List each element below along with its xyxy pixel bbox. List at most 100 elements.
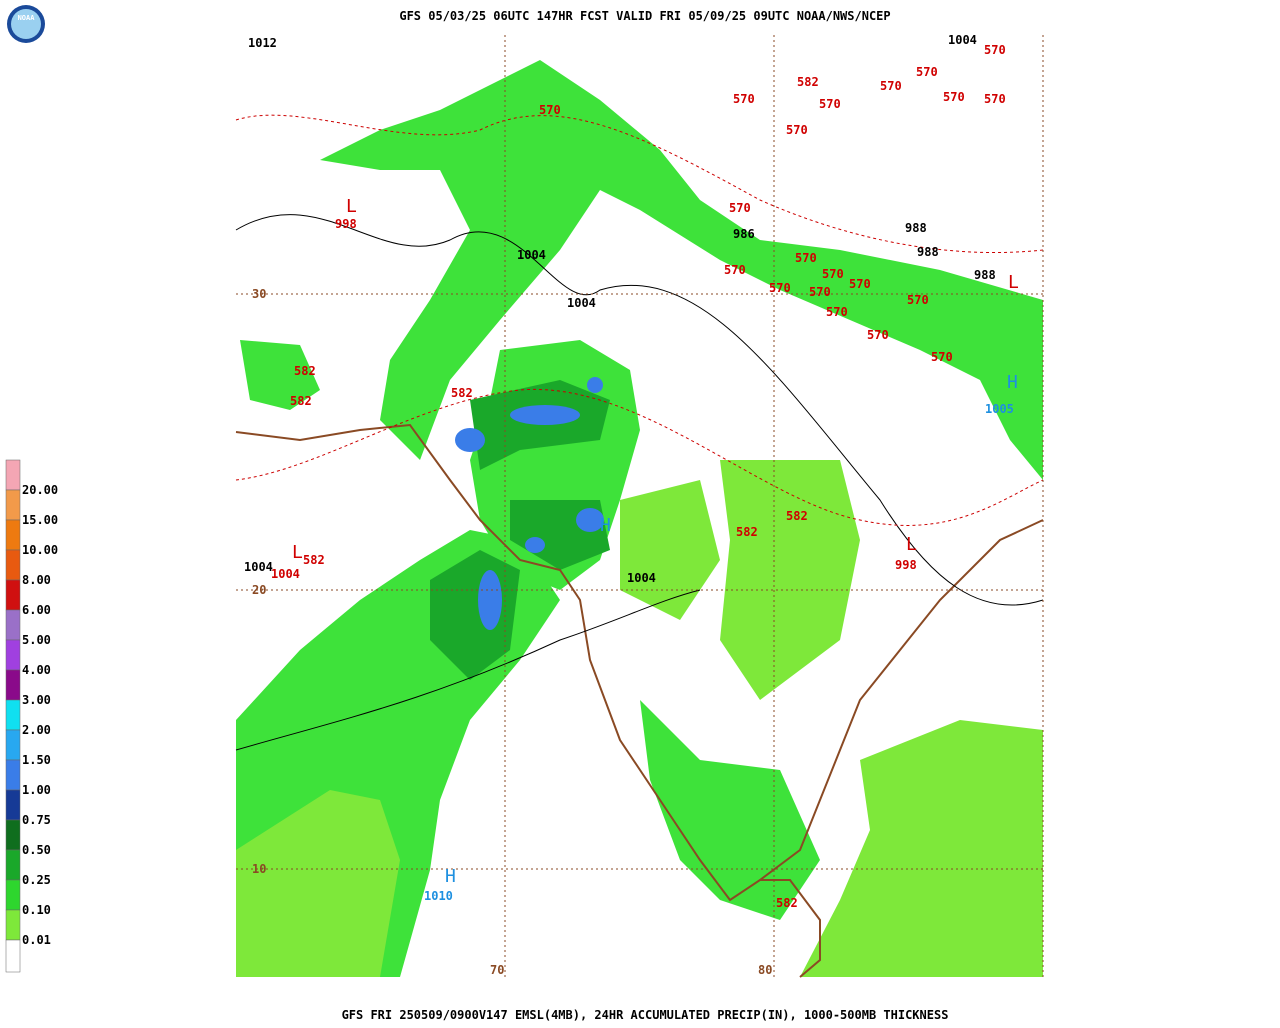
map-label: 1005: [985, 402, 1014, 416]
legend-swatch: [5, 849, 21, 881]
map-label: 582: [736, 525, 758, 539]
map-label: 998: [335, 217, 357, 231]
map-label: 570: [822, 267, 844, 281]
map-label: L: [906, 534, 917, 555]
coastline: [235, 423, 821, 978]
map-label: L: [1008, 272, 1019, 293]
map-label: 582: [786, 509, 808, 523]
legend-label: 0.50: [22, 843, 51, 857]
map-label: 570: [916, 65, 938, 79]
map-label: 570: [795, 251, 817, 265]
legend-label: 10.00: [22, 543, 58, 557]
legend-label: 1.50: [22, 753, 51, 767]
map-label: 570: [729, 201, 751, 215]
isobar: [235, 589, 701, 751]
legend-label: 20.00: [22, 483, 58, 497]
lat-lon-grid: [236, 35, 1044, 977]
map-label: 1004: [517, 248, 546, 262]
map-label: 570: [826, 305, 848, 319]
map-label: 570: [880, 79, 902, 93]
map-label: 570: [809, 285, 831, 299]
map-label: 582: [776, 896, 798, 910]
legend-swatch: [5, 909, 21, 941]
legend-swatch: [5, 489, 21, 521]
legend-swatch: [5, 579, 21, 611]
map-label: 1004: [627, 571, 656, 585]
map-label: H: [1007, 372, 1018, 393]
map-label: 80: [758, 963, 772, 977]
map-label: 1004: [244, 560, 273, 574]
legend-swatch: [5, 729, 21, 761]
map-label: 570: [733, 92, 755, 106]
precip-heavy: [455, 377, 604, 630]
map-label: 1004: [948, 33, 977, 47]
legend-label: 15.00: [22, 513, 58, 527]
legend-swatch: [5, 669, 21, 701]
legend-label: 0.01: [22, 933, 51, 947]
map-label: 998: [895, 558, 917, 572]
legend-label: 8.00: [22, 573, 51, 587]
map-label: 570: [867, 328, 889, 342]
map-label: 1004: [271, 567, 300, 581]
map-label: 582: [303, 553, 325, 567]
legend-label: 1.00: [22, 783, 51, 797]
logo-text: NOAA: [18, 14, 36, 22]
logo: NOAA: [7, 5, 45, 43]
legend-swatch: [5, 519, 21, 551]
map-label: H: [445, 866, 456, 887]
legend-swatch: [5, 609, 21, 641]
map-label: 988: [974, 268, 996, 282]
legend-swatch: [5, 459, 21, 491]
legend-label: 3.00: [22, 693, 51, 707]
legend-label: 4.00: [22, 663, 51, 677]
legend-label: 2.00: [22, 723, 51, 737]
legend-label: 0.25: [22, 873, 51, 887]
map-label: 570: [539, 103, 561, 117]
map-label: 986: [733, 227, 755, 241]
map-label: 582: [797, 75, 819, 89]
map-label: L: [292, 542, 303, 563]
map-label: 988: [917, 245, 939, 259]
map-label: 570: [931, 350, 953, 364]
map-label: 582: [451, 386, 473, 400]
map-label: L: [346, 196, 357, 217]
thickness-contour: [235, 388, 1044, 526]
map-label: 570: [907, 293, 929, 307]
legend-label: 0.75: [22, 813, 51, 827]
map-label: 570: [943, 90, 965, 104]
legend-swatch: [5, 789, 21, 821]
map-label: 570: [984, 92, 1006, 106]
map-label: 1010: [424, 889, 453, 903]
map-label: 10: [252, 862, 266, 876]
map-label: 1004: [567, 296, 596, 310]
legend-swatch: [5, 759, 21, 791]
map-label: 582: [290, 394, 312, 408]
map-label: 570: [786, 123, 808, 137]
map-label: 70: [490, 963, 504, 977]
legend-swatch: [5, 549, 21, 581]
map-label: H: [600, 515, 611, 536]
legend-label: 0.10: [22, 903, 51, 917]
map-label: 30: [252, 287, 266, 301]
legend: 20.00 15.00 10.00 8.00 6.00 5.00 4.00 3.00 2.00 1…: [5, 459, 58, 973]
thickness-contour: [235, 114, 1044, 254]
header-title: GFS 05/03/25 06UTC 147HR FCST VALID FRI …: [399, 9, 890, 23]
isobar: [235, 214, 1044, 606]
legend-label: 5.00: [22, 633, 51, 647]
legend-swatch: [5, 939, 21, 973]
legend-swatch: [5, 819, 21, 851]
map-label: 570: [724, 263, 746, 277]
map-label: 570: [819, 97, 841, 111]
map-label: 20: [252, 583, 266, 597]
map-label: 570: [849, 277, 871, 291]
footer-caption: GFS FRI 250509/0900V147 EMSL(4MB), 24HR …: [342, 1008, 949, 1022]
legend-label: 6.00: [22, 603, 51, 617]
map-label: 1012: [248, 36, 277, 50]
map-label: 570: [984, 43, 1006, 57]
map-label: 570: [769, 281, 791, 295]
map-label: 988: [905, 221, 927, 235]
coastline: [759, 519, 1044, 881]
